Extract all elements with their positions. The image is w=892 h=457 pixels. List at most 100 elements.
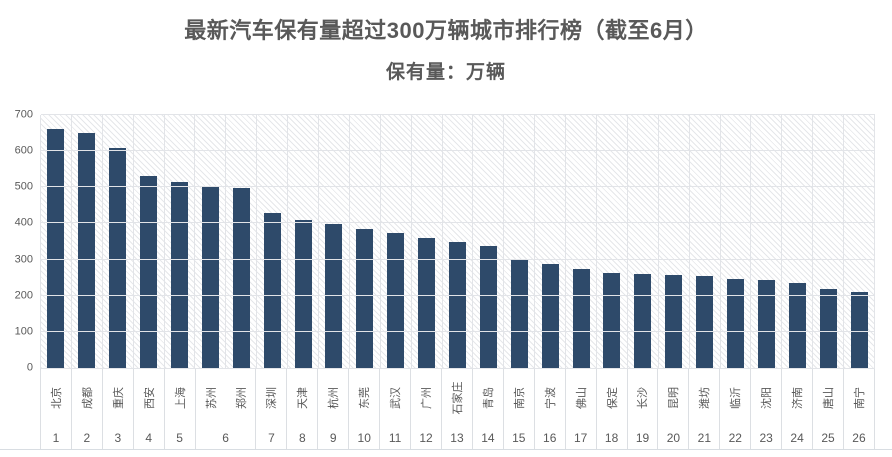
x-city-label: 唐山 [813,369,843,427]
y-tick-label: 400 [14,216,33,229]
bar-深圳 [263,212,281,368]
gridline-700 [41,114,875,115]
x-group-cities: 天津 [287,369,317,427]
bar-column [721,115,752,368]
bar-潍坊 [696,275,714,368]
x-city-text: 重庆 [112,387,125,409]
bar-重庆 [109,147,127,368]
x-city-text: 保定 [606,387,619,409]
x-city-text: 成都 [81,387,94,409]
x-city-label: 昆明 [658,369,688,427]
x-rank-label: 18 [604,431,619,445]
bar-临沂 [727,279,745,368]
x-city-label: 宁波 [535,369,565,427]
bar-column [103,115,134,368]
x-rank-label: 15 [512,431,526,445]
bar-上海 [171,181,188,368]
x-city-text: 郑州 [235,387,248,409]
x-group-rank-17: 佛山 17 [566,369,597,449]
gridline-100 [41,330,875,332]
x-rank-label: 23 [759,431,773,445]
bar-column [751,115,783,368]
bar-column [504,115,536,368]
x-group-rank-11: 武汉 11 [380,369,412,449]
bar-column [473,115,505,368]
x-group-cities: 青岛 [473,369,503,427]
x-city-text: 西安 [143,387,156,409]
bar-武汉 [387,233,405,368]
x-group-rank-16: 宁波 16 [535,369,566,449]
bar-东莞 [356,229,374,368]
y-tick-label: 100 [14,325,33,338]
x-city-label: 西安 [134,369,164,427]
chart-subtitle: 保有量：万辆 [385,62,506,83]
x-group-rank-7: 深圳 7 [256,369,288,449]
x-group-cities: 长沙 [628,369,658,427]
x-group-rank-2: 成都 2 [72,369,103,449]
x-rank-label: 6 [222,431,229,445]
plot-area [40,114,876,369]
bar-佛山 [572,269,590,368]
x-group-cities: 苏州 郑州 [196,369,256,427]
x-group-cities: 保定 [597,369,627,427]
x-group-rank-18: 保定 18 [597,369,628,449]
bar-column [659,115,690,368]
x-city-text: 南京 [513,387,526,409]
chart-title: 最新汽车保有量超过300万辆城市排行榜（截至6月） [184,18,708,43]
x-group-cities: 北京 [41,369,71,427]
x-city-text: 天津 [297,387,310,409]
x-group-cities: 昆明 [658,369,688,427]
x-city-text: 武汉 [390,387,403,409]
x-city-text: 苏州 [205,387,218,409]
bar-成都 [78,133,96,368]
x-group-cities: 成都 [72,369,102,427]
x-city-label: 南宁 [844,369,874,427]
x-rank-label: 3 [114,431,122,445]
bar-石家庄 [449,241,467,368]
x-city-text: 广州 [421,387,434,409]
x-city-label: 保定 [597,369,627,427]
x-rank-label: 11 [388,431,402,445]
x-rank-label: 8 [299,431,306,445]
bar-column [72,115,103,368]
bar-南京 [510,258,528,368]
y-tick-label: 200 [14,289,33,302]
bar-column [226,115,258,368]
x-group-cities: 南宁 [844,369,874,427]
x-group-cities: 广州 [411,369,441,427]
y-axis: 0 100 200 300 400 500 600 700 [0,109,33,373]
x-group-rank-25: 唐山 25 [813,369,844,449]
x-group-rank-4: 西安 4 [134,369,165,449]
x-rank-label: 2 [83,431,91,445]
x-city-label: 青岛 [473,369,503,427]
bar-column [412,115,443,368]
x-group-rank-3: 重庆 3 [103,369,134,449]
bar-column [134,115,165,368]
x-city-text: 沈阳 [761,387,774,409]
x-rank-label: 21 [697,431,712,445]
x-city-label: 深圳 [256,369,286,427]
x-city-text: 上海 [174,387,187,409]
bar-苏州 [201,186,219,368]
y-tick-label: 500 [14,180,33,193]
x-group-rank-5: 上海 5 [165,369,196,449]
x-group-cities: 潍坊 [689,369,719,427]
x-group-rank-24: 济南 24 [782,369,814,449]
x-group-rank-15: 南京 15 [504,369,535,449]
x-group-cities: 上海 [165,369,195,427]
y-tick-label: 300 [14,253,33,266]
x-group-cities: 佛山 [566,369,596,427]
x-city-label: 天津 [287,369,317,427]
x-city-text: 北京 [50,387,63,409]
x-group-rank-23: 沈阳 23 [751,369,783,449]
x-city-label: 成都 [72,369,102,427]
x-city-text: 东莞 [359,387,372,409]
x-rank-label: 4 [145,431,153,445]
bar-column [628,115,659,368]
x-city-label: 临沂 [720,369,750,427]
x-city-text: 济南 [792,387,805,409]
x-rank-label: 26 [852,431,866,445]
bar-北京 [47,128,65,368]
gridline-400 [41,222,875,224]
bar-长沙 [634,274,652,368]
